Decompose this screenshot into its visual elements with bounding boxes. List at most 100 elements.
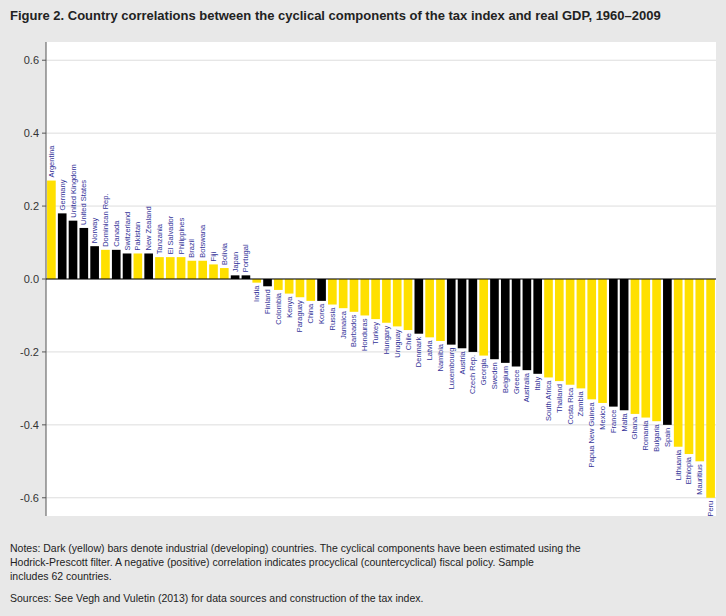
grid-line <box>46 133 716 134</box>
category-label: Mauritius <box>695 464 704 495</box>
baseline <box>46 279 716 280</box>
category-label: Spain <box>663 428 672 447</box>
bar <box>512 279 521 367</box>
category-label: Turkey <box>371 322 380 345</box>
grid-line <box>46 279 716 280</box>
bar <box>598 279 607 403</box>
tick-mark <box>42 60 46 61</box>
category-label: Kenya <box>285 296 294 318</box>
category-label: Switzerland <box>123 212 132 251</box>
bar <box>490 279 499 359</box>
bar <box>566 279 575 385</box>
category-label: Germany <box>58 179 67 210</box>
category-label: Georgia <box>479 358 488 386</box>
category-label: Bolivia <box>220 242 229 265</box>
category-label: Peru <box>706 501 715 517</box>
bar <box>674 279 683 447</box>
tick-label: -0.6 <box>20 492 39 504</box>
category-label: Lithuania <box>674 449 683 480</box>
bar <box>90 246 99 279</box>
bar <box>393 279 402 326</box>
category-label: Pakistan <box>133 222 142 251</box>
category-label: Malta <box>620 412 629 431</box>
bar <box>47 181 56 279</box>
category-label: China <box>306 303 315 323</box>
category-label: France <box>609 410 618 433</box>
category-label: Philippines <box>177 218 186 255</box>
bar <box>447 279 456 345</box>
category-label: Ethiopia <box>684 456 693 484</box>
background <box>0 0 726 616</box>
bar <box>58 213 67 279</box>
category-label: Brazil <box>187 239 196 258</box>
bar <box>317 279 326 301</box>
category-label: Luxembourg <box>447 348 456 390</box>
tick-label: 0.2 <box>24 200 39 212</box>
bar <box>220 268 229 279</box>
category-label: New Zealand <box>144 206 153 250</box>
category-label: Italy <box>533 377 542 391</box>
tick-mark <box>42 351 46 352</box>
category-label: Czech Rep. <box>468 355 477 394</box>
bar <box>555 279 564 381</box>
bar <box>80 228 89 279</box>
tick-mark <box>42 133 46 134</box>
category-label: Russia <box>328 307 337 331</box>
bar <box>436 279 445 341</box>
category-label: Costa Rica <box>566 387 575 425</box>
bar <box>101 250 110 279</box>
category-label: South Africa <box>544 380 553 421</box>
grid <box>46 60 716 498</box>
annotation: Sources: See Vegh and Vuletin (2013) for… <box>10 592 423 604</box>
bar <box>285 279 294 294</box>
category-label: Belgium <box>501 366 510 393</box>
category-label: Argentina <box>47 145 56 178</box>
bar <box>695 279 704 461</box>
grid-line <box>46 60 716 61</box>
grid-line <box>46 497 716 498</box>
bar <box>328 279 337 305</box>
bar <box>706 279 715 498</box>
category-label: El Salvador <box>166 215 175 254</box>
category-label: Ghana <box>630 416 639 439</box>
category-label: Bulgaria <box>652 423 661 451</box>
tick-mark <box>42 424 46 425</box>
category-label: Barbados <box>349 315 358 347</box>
category-label: Thailand <box>555 384 564 413</box>
category-label: Chile <box>404 333 413 350</box>
category-label: Romania <box>641 420 650 451</box>
tick-mark <box>42 497 46 498</box>
bar <box>609 279 618 407</box>
bar <box>360 279 369 315</box>
category-label: Colombia <box>274 292 283 325</box>
bar <box>123 253 132 279</box>
bar <box>166 257 175 279</box>
bar <box>144 253 153 279</box>
bar <box>404 279 413 330</box>
bar <box>631 279 640 414</box>
category-label: Botswana <box>198 224 207 258</box>
category-label: Latvia <box>425 340 434 361</box>
bar <box>188 261 197 279</box>
category-label: Jamaica <box>339 310 348 339</box>
bars <box>47 181 715 498</box>
bar <box>252 279 261 283</box>
bar <box>663 279 672 425</box>
category-label: Australia <box>522 372 531 402</box>
bar <box>425 279 434 337</box>
bar <box>382 279 391 323</box>
category-label: Canada <box>112 220 121 247</box>
bar <box>577 279 586 388</box>
bar <box>296 279 305 297</box>
category-label: Sweden <box>490 362 499 389</box>
bar <box>501 279 510 363</box>
category-label: Austria <box>458 350 467 374</box>
category-label: Korea <box>317 303 326 324</box>
category-label: India <box>252 285 261 302</box>
bar <box>641 279 650 418</box>
category-labels: ArgentinaGermanyUnited KingdomUnited Sta… <box>47 145 715 517</box>
category-label: Dominican Rep. <box>101 193 110 246</box>
bar <box>177 257 186 279</box>
bar <box>242 275 251 279</box>
bar <box>112 250 121 279</box>
